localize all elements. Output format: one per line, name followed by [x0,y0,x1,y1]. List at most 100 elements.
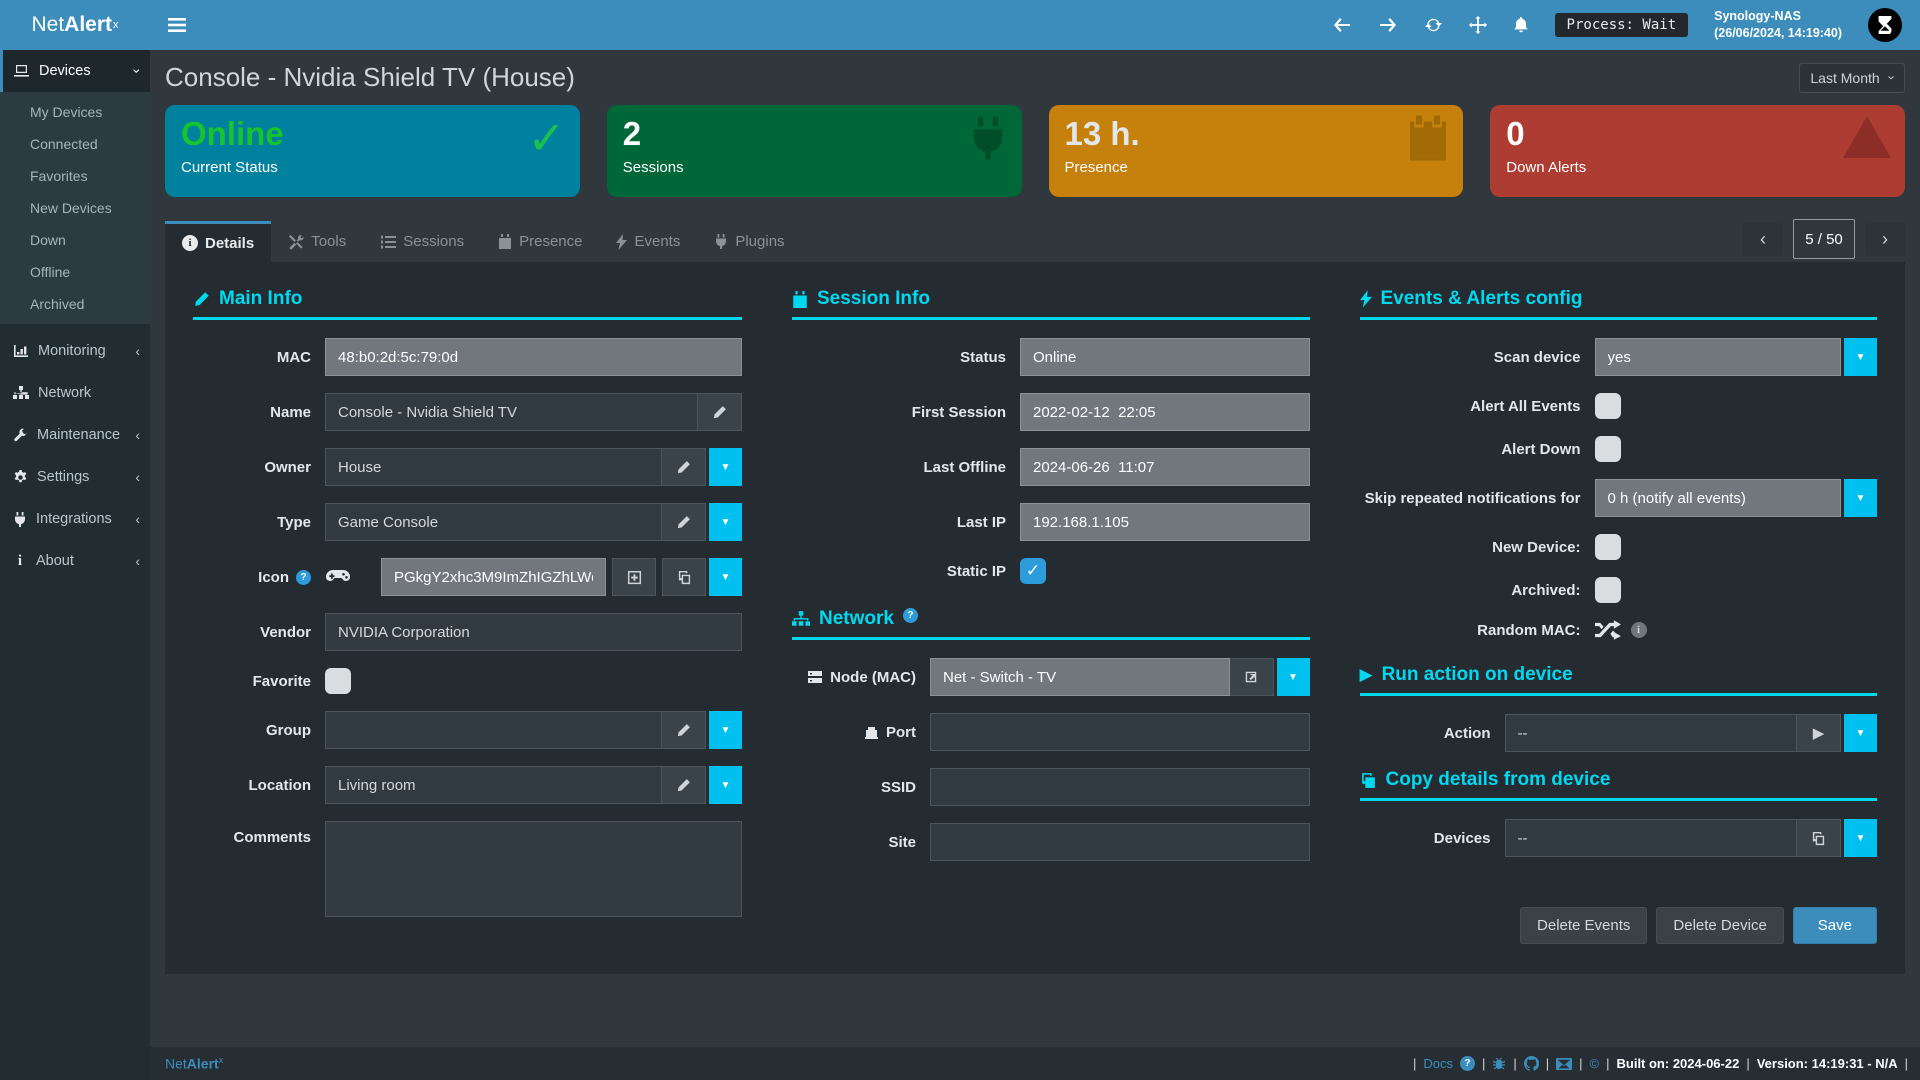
help-question-icon[interactable]: ? [1459,1056,1475,1071]
tab-events[interactable]: Events [599,221,697,262]
archived-checkbox[interactable]: ✓ [1594,577,1621,603]
status-input[interactable] [1020,338,1310,376]
sidebar-subitem-offline[interactable]: Offline [30,264,71,280]
sidebar-item-maintenance[interactable]: Maintenance ‹ [0,414,150,456]
static-ip-checkbox[interactable]: ✓ [1020,558,1046,584]
user-avatar[interactable] [1868,8,1902,42]
ssid-input[interactable] [930,768,1310,806]
action-dropdown-button[interactable]: ▼ [1844,714,1877,752]
card-down-alerts[interactable]: 0 Down Alerts [1490,105,1905,197]
sidebar-item-integrations[interactable]: Integrations ‹ [0,498,150,540]
run-action-button[interactable]: ▶ [1797,714,1841,752]
delete-device-button[interactable]: Delete Device [1656,907,1784,944]
copy-devices-input[interactable] [1504,819,1797,857]
save-button[interactable]: Save [1792,907,1877,944]
location-dropdown-button[interactable]: ▼ [709,766,742,804]
type-dropdown-button[interactable]: ▼ [709,503,742,541]
footer-brand[interactable]: NetAlertx [165,1055,224,1072]
prev-device-button[interactable]: ‹ [1743,222,1783,256]
sidebar-item-devices[interactable]: Devices › [0,50,150,92]
node-dropdown-button[interactable]: ▼ [1276,658,1310,696]
alert-all-events-checkbox[interactable]: ✓ [1594,393,1621,419]
sidebar-item-about[interactable]: i About ‹ [0,540,150,582]
first-session-input[interactable] [1020,393,1310,431]
sidebar-item-settings[interactable]: Settings ‹ [0,456,150,498]
icon-dropdown-button[interactable]: ▼ [709,558,742,596]
delete-events-button[interactable]: Delete Events [1520,907,1648,944]
action-input[interactable] [1504,714,1797,752]
sidebar-subitem-down[interactable]: Down [30,232,66,248]
help-question-icon[interactable]: ? [902,608,918,623]
move-arrows-icon[interactable] [1468,16,1487,34]
tab-plugins[interactable]: Plugins [697,221,801,262]
back-arrow-icon[interactable] [1332,17,1352,33]
port-input[interactable] [930,713,1310,751]
owner-input[interactable] [325,448,662,486]
refresh-icon[interactable] [1424,16,1443,34]
chevron-left-icon: ‹ [135,469,140,485]
copy-devices-dropdown-button[interactable]: ▼ [1844,819,1877,857]
next-device-button[interactable]: › [1865,222,1905,256]
add-icon-button[interactable] [612,558,656,596]
node-mac-label: Node (MAC) [792,669,930,686]
skip-notifications-input[interactable] [1594,479,1841,517]
card-presence[interactable]: 13 h. Presence [1048,105,1464,197]
help-question-icon[interactable]: ? [296,569,311,585]
site-input[interactable] [930,823,1310,861]
vendor-input[interactable] [325,613,742,651]
location-input[interactable] [325,766,662,804]
comments-textarea[interactable] [325,821,742,917]
tab-tools[interactable]: Tools [271,221,363,262]
forward-arrow-icon[interactable] [1378,17,1398,33]
tab-details[interactable]: i Details [165,221,272,262]
new-device-checkbox[interactable]: ✓ [1594,534,1621,560]
sidebar-item-monitoring[interactable]: Monitoring ‹ [0,330,150,372]
sidebar-subitem-new-devices[interactable]: New Devices [30,200,112,216]
sidebar-subitem-archived[interactable]: Archived [30,296,85,312]
group-dropdown-button[interactable]: ▼ [709,711,742,749]
plus-square-icon [627,570,641,584]
name-input[interactable] [325,393,698,431]
edit-owner-button[interactable] [662,448,706,486]
copyright-icon[interactable]: © [1589,1056,1600,1071]
app-logo[interactable]: Net Alert x [0,0,150,50]
sidebar-subitem-my-devices[interactable]: My Devices [30,104,103,120]
github-icon[interactable] [1523,1056,1539,1071]
mac-input[interactable] [325,338,742,376]
edit-name-button[interactable] [698,393,742,431]
bug-report-icon[interactable] [1492,1056,1506,1071]
card-sessions[interactable]: 2 Sessions [606,105,1022,197]
open-node-button[interactable] [1229,658,1274,696]
tab-presence[interactable]: Presence [481,221,599,262]
scan-device-input[interactable] [1594,338,1841,376]
docs-link[interactable]: Docs [1423,1056,1453,1071]
copy-from-device-button[interactable] [1797,819,1841,857]
info-circle-icon[interactable]: i [1630,622,1647,638]
sidebar-subitem-favorites[interactable]: Favorites [30,168,88,184]
skip-notifications-dropdown-button[interactable]: ▼ [1844,479,1877,517]
last-offline-input[interactable] [1020,448,1310,486]
edit-type-button[interactable] [662,503,706,541]
last-ip-input[interactable] [1020,503,1310,541]
hamburger-menu-icon[interactable] [168,17,186,33]
sidebar-item-network[interactable]: Network [0,372,150,414]
node-mac-input[interactable] [930,658,1230,696]
icon-code-input[interactable] [381,558,606,596]
ethernet-port-icon [864,726,879,739]
group-input[interactable] [325,711,662,749]
edit-location-button[interactable] [662,766,706,804]
edit-group-button[interactable] [662,711,706,749]
email-icon[interactable] [1556,1057,1573,1070]
sidebar-subitem-connected[interactable]: Connected [30,136,98,152]
owner-dropdown-button[interactable]: ▼ [709,448,742,486]
copy-icon-button[interactable] [662,558,706,596]
period-dropdown[interactable]: Last Month › [1799,62,1905,93]
alert-down-checkbox[interactable]: ✓ [1594,436,1621,462]
tab-sessions[interactable]: Sessions [363,221,481,262]
type-input[interactable] [325,503,662,541]
bell-icon[interactable] [1513,16,1529,34]
card-current-status[interactable]: Online Current Status ✓ [165,105,580,197]
external-link-icon [1245,671,1257,683]
favorite-checkbox[interactable]: ✓ [325,668,351,694]
scan-device-dropdown-button[interactable]: ▼ [1844,338,1877,376]
